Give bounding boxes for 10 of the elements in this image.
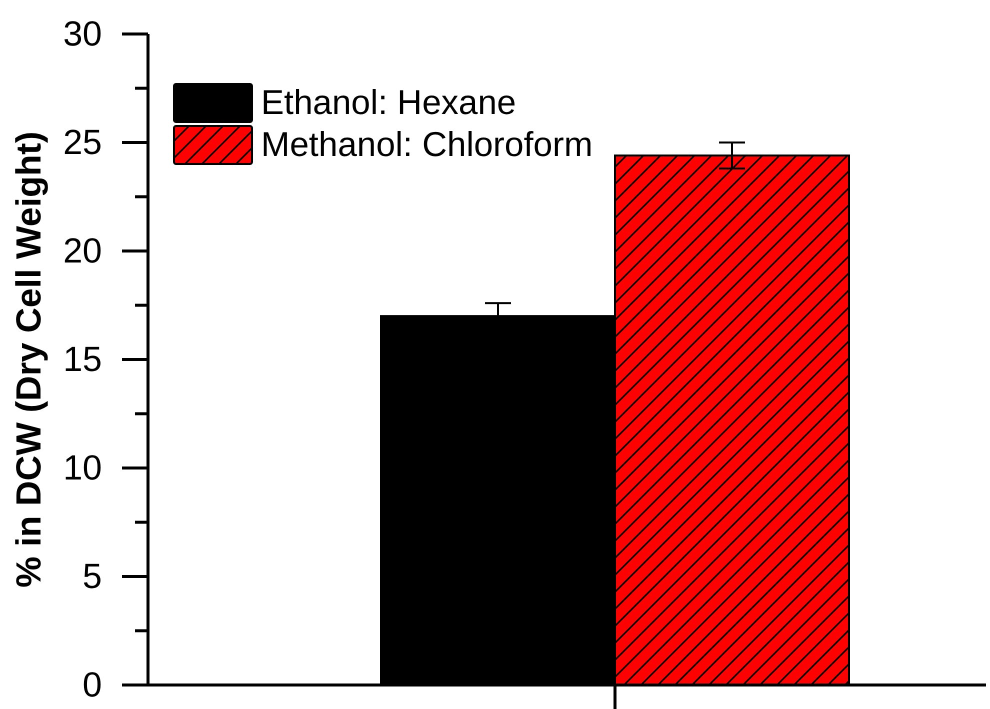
y-tick-label: 10: [63, 448, 102, 488]
y-tick-label: 30: [63, 14, 102, 54]
y-tick-label: 15: [63, 340, 102, 379]
legend-label: Ethanol: Hexane: [261, 84, 516, 122]
y-tick-label: 20: [63, 232, 102, 270]
y-tick-label: 25: [63, 123, 102, 162]
y-tick-label: 0: [82, 666, 102, 704]
legend-label: Methanol: Chloroform: [261, 126, 593, 164]
y-tick-label: 5: [82, 557, 102, 596]
y-axis-title: % in DCW (Dry Cell Weight): [10, 131, 48, 588]
